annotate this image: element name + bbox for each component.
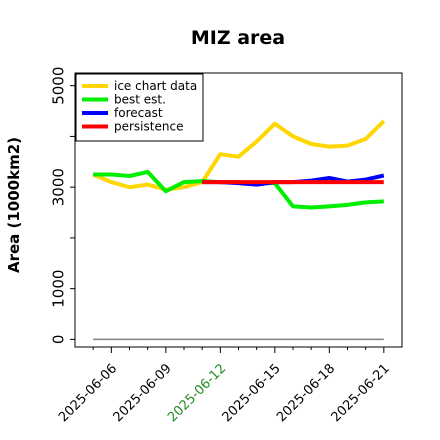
y-tick-label: 1000 — [49, 270, 67, 308]
series-line-ice-chart-data — [92, 119, 386, 192]
legend-label: ice chart data — [114, 79, 197, 93]
y-tick-label: 3000 — [49, 168, 67, 206]
legend-label: persistence — [114, 120, 183, 134]
legend-label: forecast — [114, 106, 163, 120]
y-tick-label: 0 — [49, 335, 67, 345]
legend-label: best est. — [114, 93, 166, 107]
series-layer — [92, 119, 386, 341]
y-axis-label: Area (1000km2) — [5, 137, 23, 273]
x-tick-label: 2025-06-21 — [329, 361, 393, 425]
chart-title: MIZ area — [191, 27, 285, 49]
series-line-best-est — [93, 169, 384, 210]
y-tick-label: 5000 — [49, 67, 67, 105]
